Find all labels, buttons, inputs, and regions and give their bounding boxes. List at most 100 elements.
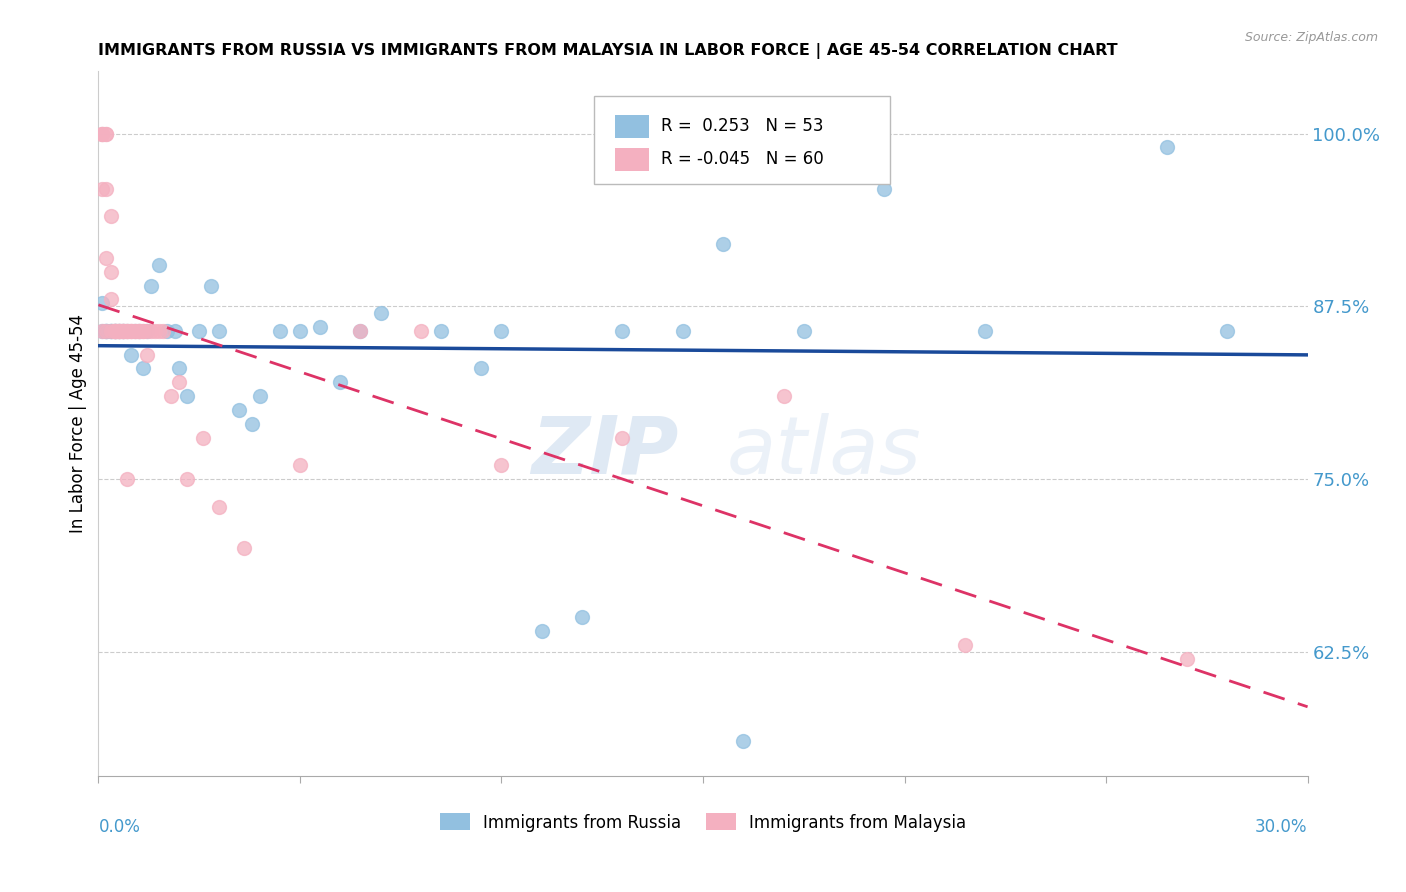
Text: IMMIGRANTS FROM RUSSIA VS IMMIGRANTS FROM MALAYSIA IN LABOR FORCE | AGE 45-54 CO: IMMIGRANTS FROM RUSSIA VS IMMIGRANTS FRO… (98, 43, 1118, 59)
Point (249, 389, 271, 403)
Point (1156, 140, 1178, 154)
Point (107, 324, 129, 338)
Point (120, 324, 142, 338)
Point (103, 324, 125, 338)
Point (100, 210, 122, 224)
Point (128, 324, 150, 338)
FancyBboxPatch shape (614, 148, 648, 170)
Point (139, 278, 162, 293)
Point (711, 237, 734, 252)
FancyBboxPatch shape (614, 115, 648, 137)
Point (612, 430, 634, 444)
Point (470, 361, 492, 376)
Point (96, 324, 118, 338)
Point (96, 324, 118, 338)
Point (733, 734, 755, 748)
Point (96, 182, 118, 196)
Point (208, 324, 231, 338)
Point (349, 324, 371, 338)
Point (156, 324, 179, 338)
Point (240, 417, 263, 431)
Point (96, 127, 118, 141)
Point (288, 324, 311, 338)
Point (100, 324, 122, 338)
Point (193, 430, 215, 444)
Point (232, 541, 254, 555)
Text: atlas: atlas (727, 413, 922, 491)
Point (329, 376, 352, 390)
Text: R = -0.045   N = 60: R = -0.045 N = 60 (661, 151, 824, 169)
Point (96, 324, 118, 338)
Point (132, 324, 155, 338)
Point (873, 182, 896, 196)
Point (115, 472, 138, 486)
Point (148, 324, 170, 338)
Point (124, 324, 146, 338)
Point (107, 324, 129, 338)
Text: R =  0.253   N = 53: R = 0.253 N = 53 (661, 118, 823, 136)
Point (107, 324, 129, 338)
Point (974, 324, 997, 338)
Point (111, 324, 134, 338)
Point (111, 324, 134, 338)
Point (132, 324, 155, 338)
Point (309, 320, 332, 334)
Point (1216, 324, 1239, 338)
Point (96, 324, 118, 338)
Point (128, 324, 150, 338)
Point (107, 324, 129, 338)
Point (103, 324, 125, 338)
Point (111, 324, 134, 338)
Point (269, 324, 291, 338)
Point (176, 472, 198, 486)
Point (188, 324, 211, 338)
Point (91, 127, 114, 141)
Point (772, 389, 794, 403)
Point (571, 610, 593, 624)
Point (120, 324, 142, 338)
Point (208, 500, 231, 514)
Text: 0.0%: 0.0% (98, 818, 141, 837)
Point (152, 324, 174, 338)
Point (103, 324, 125, 338)
Y-axis label: In Labor Force | Age 45-54: In Labor Force | Age 45-54 (69, 314, 87, 533)
Point (111, 324, 134, 338)
Point (111, 324, 134, 338)
Text: ZIP: ZIP (531, 413, 679, 491)
Point (96, 127, 118, 141)
Text: Source: ZipAtlas.com: Source: ZipAtlas.com (1244, 31, 1378, 45)
Point (288, 458, 311, 472)
Point (132, 361, 155, 376)
Point (370, 306, 392, 320)
FancyBboxPatch shape (595, 96, 890, 184)
Point (128, 324, 150, 338)
Point (100, 265, 122, 279)
Point (100, 324, 122, 338)
Point (167, 361, 190, 376)
Point (128, 324, 150, 338)
Point (143, 324, 166, 338)
Point (100, 293, 122, 307)
Point (100, 324, 122, 338)
Point (349, 324, 371, 338)
Point (91, 127, 114, 141)
Point (100, 324, 122, 338)
Point (115, 324, 138, 338)
Point (91, 296, 114, 310)
Point (491, 324, 513, 338)
Point (107, 324, 129, 338)
Point (115, 324, 138, 338)
Point (228, 403, 250, 417)
Point (124, 324, 146, 338)
Point (103, 324, 125, 338)
Point (115, 324, 138, 338)
Point (135, 324, 157, 338)
Point (1175, 651, 1198, 665)
Point (120, 348, 142, 362)
Point (115, 324, 138, 338)
Point (124, 324, 146, 338)
Point (793, 324, 815, 338)
Point (135, 324, 157, 338)
Point (160, 389, 183, 403)
Legend: Immigrants from Russia, Immigrants from Malaysia: Immigrants from Russia, Immigrants from … (433, 806, 973, 838)
